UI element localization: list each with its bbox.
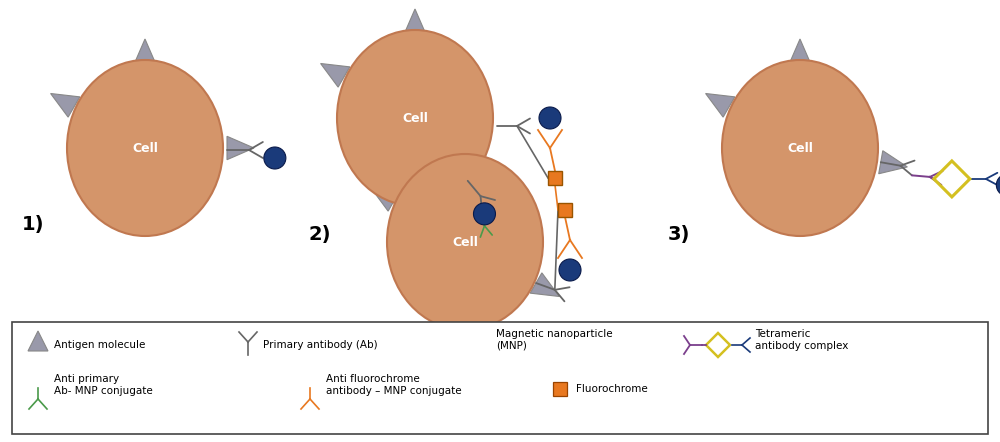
Polygon shape <box>133 39 157 66</box>
Text: Magnetic nanoparticle
(MNP): Magnetic nanoparticle (MNP) <box>496 329 613 351</box>
Bar <box>553 382 567 396</box>
Polygon shape <box>459 173 485 202</box>
Circle shape <box>539 107 561 129</box>
Ellipse shape <box>67 60 223 236</box>
Text: Primary antibody (Ab): Primary antibody (Ab) <box>263 340 378 350</box>
Polygon shape <box>453 133 477 160</box>
Ellipse shape <box>387 154 543 330</box>
Bar <box>548 171 562 185</box>
Text: 2): 2) <box>308 225 330 244</box>
Text: Cell: Cell <box>402 111 428 125</box>
Bar <box>558 203 572 217</box>
Polygon shape <box>51 94 80 117</box>
Ellipse shape <box>722 60 878 236</box>
Text: 3): 3) <box>668 225 690 244</box>
Circle shape <box>301 370 319 388</box>
Circle shape <box>471 336 489 354</box>
Text: Fluorochrome: Fluorochrome <box>576 384 648 394</box>
Polygon shape <box>321 64 350 87</box>
Polygon shape <box>28 331 48 351</box>
Polygon shape <box>706 94 735 117</box>
Circle shape <box>559 259 581 281</box>
Circle shape <box>264 147 286 169</box>
Text: Anti primary
Ab- MNP conjugate: Anti primary Ab- MNP conjugate <box>54 374 153 396</box>
Polygon shape <box>403 9 427 36</box>
Text: Antigen molecule: Antigen molecule <box>54 340 145 350</box>
Circle shape <box>996 174 1000 196</box>
Text: Anti fluorochrome
antibody – MNP conjugate: Anti fluorochrome antibody – MNP conjuga… <box>326 374 462 396</box>
Text: Cell: Cell <box>787 141 813 155</box>
Polygon shape <box>371 187 400 211</box>
Polygon shape <box>788 39 812 66</box>
Circle shape <box>473 203 495 225</box>
Polygon shape <box>227 136 254 160</box>
Ellipse shape <box>337 30 493 206</box>
Text: Cell: Cell <box>452 236 478 248</box>
Text: Cell: Cell <box>132 141 158 155</box>
Text: 1): 1) <box>22 215 44 234</box>
Bar <box>12 322 988 434</box>
Text: Tetrameric
antibody complex: Tetrameric antibody complex <box>755 329 848 351</box>
Polygon shape <box>530 273 559 297</box>
Circle shape <box>29 370 47 388</box>
Polygon shape <box>879 151 907 174</box>
